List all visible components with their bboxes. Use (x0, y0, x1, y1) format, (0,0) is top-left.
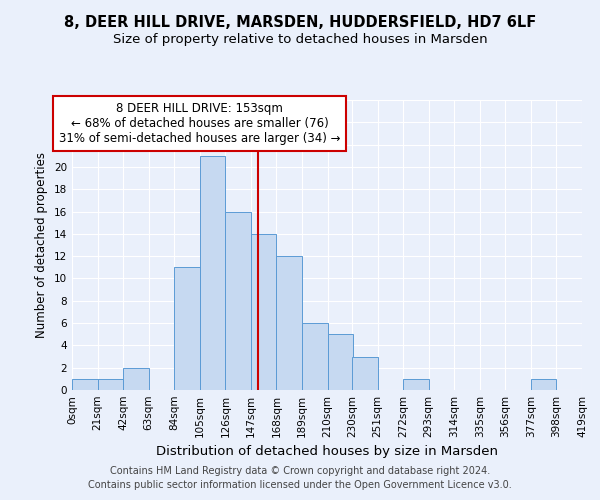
Bar (200, 156, 226, 390)
Bar (328, 334, 353, 390)
Text: Contains HM Land Registry data © Crown copyright and database right 2024.
Contai: Contains HM Land Registry data © Crown c… (88, 466, 512, 490)
Bar (352, 356, 377, 390)
Bar (72, 379, 98, 390)
Bar (226, 212, 251, 390)
Bar (403, 379, 428, 390)
Text: 8 DEER HILL DRIVE: 153sqm
← 68% of detached houses are smaller (76)
31% of semi-: 8 DEER HILL DRIVE: 153sqm ← 68% of detac… (59, 102, 341, 145)
Text: Size of property relative to detached houses in Marsden: Size of property relative to detached ho… (113, 32, 487, 46)
X-axis label: Distribution of detached houses by size in Marsden: Distribution of detached houses by size … (156, 446, 498, 458)
Bar (582, 379, 600, 390)
Bar (251, 234, 277, 390)
Text: 8, DEER HILL DRIVE, MARSDEN, HUDDERSFIELD, HD7 6LF: 8, DEER HILL DRIVE, MARSDEN, HUDDERSFIEL… (64, 15, 536, 30)
Bar (531, 379, 556, 390)
Bar (302, 323, 328, 390)
Y-axis label: Number of detached properties: Number of detached properties (35, 152, 49, 338)
Bar (277, 256, 302, 390)
Bar (98, 379, 123, 390)
Bar (174, 268, 200, 390)
Bar (123, 368, 149, 390)
